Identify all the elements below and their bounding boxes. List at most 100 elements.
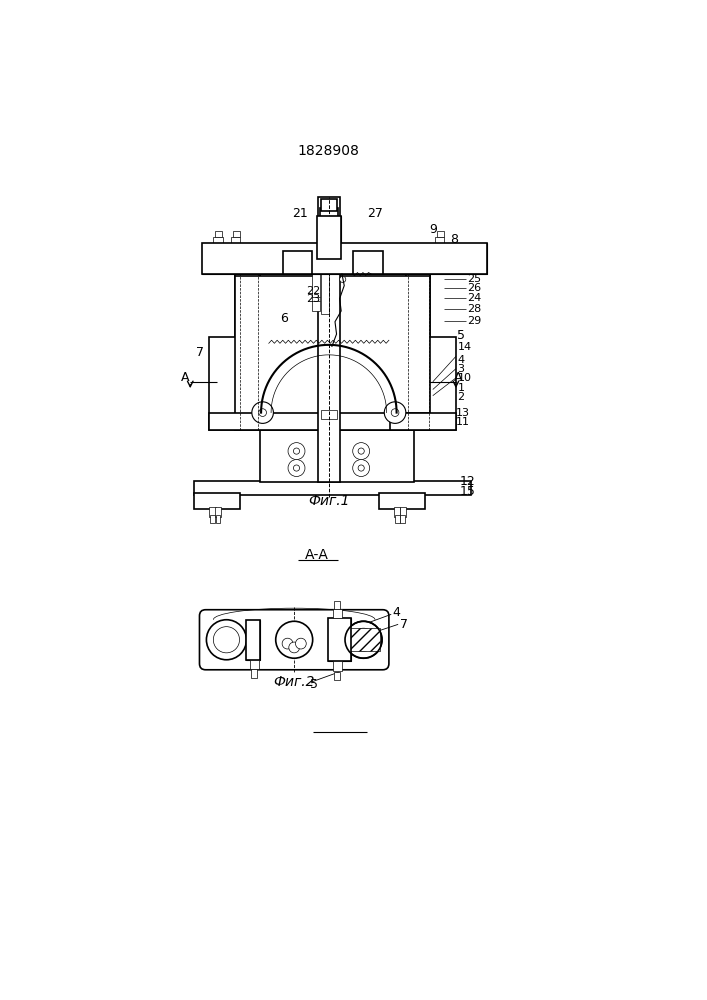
Bar — [334, 672, 340, 680]
Text: 22: 22 — [305, 286, 320, 296]
Bar — [194, 481, 472, 495]
Text: 25: 25 — [467, 274, 481, 284]
Bar — [283, 251, 312, 274]
Bar — [216, 515, 221, 523]
Text: 3: 3 — [457, 364, 464, 374]
Text: 24: 24 — [467, 293, 481, 303]
Bar — [435, 237, 444, 245]
Circle shape — [288, 642, 300, 653]
Text: 27: 27 — [367, 207, 383, 220]
Bar — [379, 493, 425, 509]
Text: 8: 8 — [450, 233, 459, 246]
Bar — [201, 243, 486, 274]
Circle shape — [206, 620, 247, 660]
Bar — [247, 620, 260, 660]
Text: 5: 5 — [310, 678, 317, 691]
Circle shape — [252, 402, 274, 423]
Text: 4: 4 — [393, 606, 401, 619]
Bar — [333, 609, 342, 618]
Bar — [209, 413, 430, 430]
Bar — [399, 507, 406, 517]
Text: 4: 4 — [457, 355, 464, 365]
Bar — [214, 237, 223, 245]
Bar — [233, 231, 240, 237]
Text: А-А: А-А — [305, 548, 329, 562]
Text: 15: 15 — [460, 485, 476, 498]
Bar — [259, 430, 414, 482]
Bar — [406, 259, 431, 278]
Bar — [247, 620, 260, 660]
Bar — [251, 669, 257, 678]
Circle shape — [391, 409, 399, 416]
Text: 7: 7 — [400, 618, 409, 631]
Text: Фиг.1: Фиг.1 — [308, 494, 349, 508]
Bar — [210, 515, 215, 523]
Bar — [317, 216, 341, 259]
Bar — [215, 231, 222, 237]
Circle shape — [276, 621, 312, 658]
Circle shape — [259, 409, 267, 416]
Bar — [318, 197, 339, 482]
Circle shape — [293, 465, 300, 471]
Text: 28: 28 — [467, 304, 481, 314]
Text: 6: 6 — [280, 312, 288, 325]
Bar — [320, 208, 338, 222]
Circle shape — [358, 448, 364, 454]
Bar — [333, 661, 342, 671]
Bar — [328, 618, 351, 661]
Bar — [346, 628, 380, 651]
Circle shape — [214, 627, 240, 653]
Text: А: А — [180, 371, 189, 384]
Bar — [395, 507, 400, 517]
Bar — [229, 245, 243, 259]
Circle shape — [361, 256, 375, 269]
Circle shape — [288, 443, 305, 460]
Text: 29: 29 — [467, 316, 481, 326]
Text: 1: 1 — [457, 383, 464, 393]
Text: 14: 14 — [457, 342, 472, 352]
Text: Фиг.2: Фиг.2 — [274, 675, 315, 689]
Bar — [250, 660, 259, 669]
Bar — [321, 274, 329, 314]
Bar — [437, 231, 443, 237]
Bar — [321, 199, 337, 211]
Bar — [209, 507, 216, 517]
Bar — [235, 276, 431, 430]
Circle shape — [353, 443, 370, 460]
Bar — [235, 259, 259, 278]
Bar — [328, 618, 351, 661]
Text: 21: 21 — [292, 207, 308, 220]
Text: 5: 5 — [457, 329, 465, 342]
Bar — [194, 493, 240, 509]
Bar — [406, 276, 431, 430]
Text: А: А — [454, 371, 462, 384]
Bar — [390, 413, 456, 430]
Circle shape — [293, 448, 300, 454]
Circle shape — [345, 621, 382, 658]
Bar — [283, 251, 312, 274]
Bar — [400, 515, 405, 523]
Circle shape — [288, 460, 305, 477]
FancyBboxPatch shape — [199, 610, 389, 670]
Circle shape — [296, 638, 306, 649]
Text: 23: 23 — [305, 294, 320, 304]
Circle shape — [291, 256, 304, 269]
Bar — [429, 337, 456, 430]
Bar — [395, 515, 399, 523]
Bar — [433, 245, 447, 259]
Text: 9: 9 — [429, 223, 437, 236]
Bar — [317, 216, 341, 259]
Circle shape — [282, 638, 293, 649]
Bar — [209, 245, 225, 259]
Text: 2: 2 — [457, 392, 464, 402]
Bar — [215, 507, 221, 517]
Circle shape — [352, 628, 375, 651]
Circle shape — [358, 465, 364, 471]
Text: 7: 7 — [197, 346, 204, 359]
Text: 12: 12 — [460, 475, 476, 488]
Circle shape — [353, 460, 370, 477]
Text: 1828908: 1828908 — [298, 144, 360, 158]
Text: 10: 10 — [457, 373, 472, 383]
Bar — [201, 243, 486, 274]
Bar — [231, 237, 240, 245]
